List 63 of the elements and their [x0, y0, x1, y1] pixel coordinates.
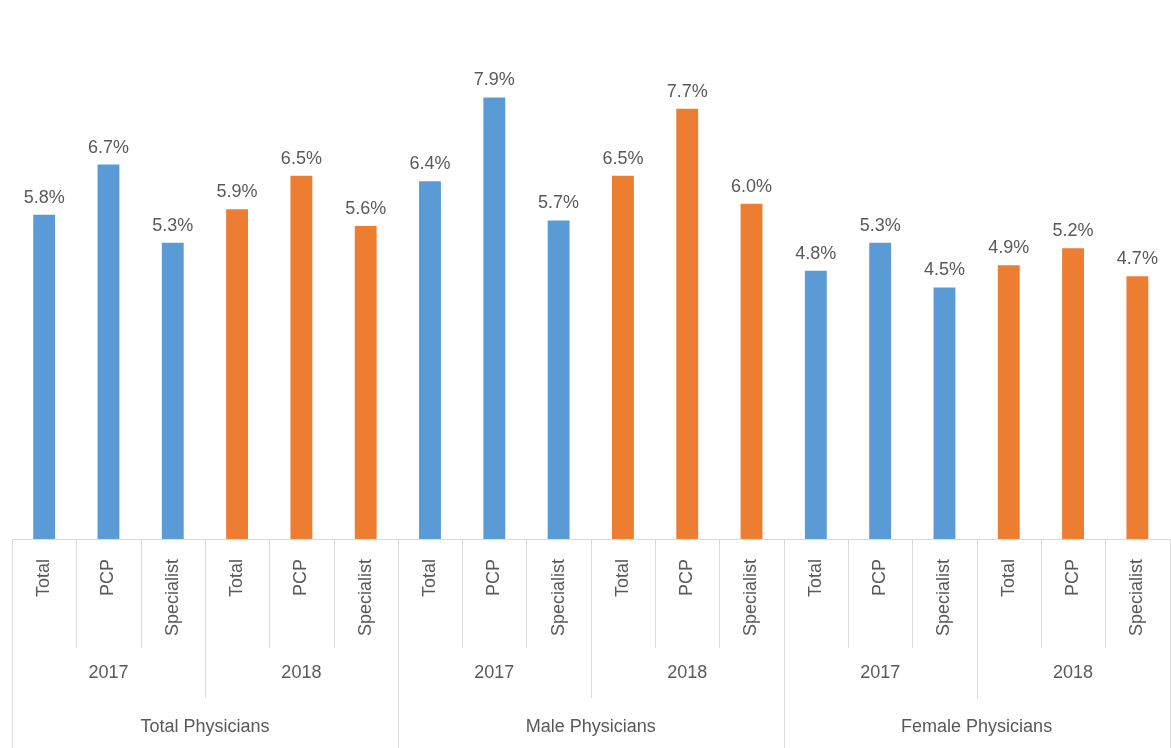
x-tick-label: Specialist: [740, 558, 761, 637]
bar: [419, 181, 441, 539]
data-label: 7.9%: [473, 69, 515, 90]
bar: [547, 220, 570, 539]
x-tick-label: Specialist: [547, 558, 568, 637]
x-tick-label: Specialist: [1126, 558, 1147, 637]
data-label: 5.3%: [859, 214, 901, 235]
data-label: 7.7%: [666, 80, 708, 101]
data-label: 4.5%: [923, 259, 965, 280]
data-label: 4.9%: [988, 237, 1030, 258]
x-tick-label: PCP: [97, 558, 118, 596]
bar: [611, 175, 634, 539]
bar: [483, 97, 506, 539]
x-tick-label: Total: [418, 558, 439, 597]
data-label: 5.7%: [538, 192, 580, 213]
data-label: 6.0%: [731, 175, 773, 196]
x-tick-label: PCP: [869, 558, 890, 596]
bar: [869, 242, 892, 539]
bar: [676, 108, 699, 539]
x-tick-label: Total: [611, 558, 632, 597]
data-label: 6.5%: [280, 147, 322, 168]
text: Female Physicians: [901, 715, 1053, 736]
x-tick-label: Total: [33, 558, 54, 597]
x-tick-label: Total: [997, 558, 1018, 597]
data-label: 6.5%: [602, 147, 644, 168]
text: 2018: [1053, 661, 1094, 682]
text: Male Physicians: [525, 715, 656, 736]
bar: [290, 175, 313, 539]
bar: [1062, 248, 1084, 539]
x-tick-label: Total: [804, 558, 825, 597]
bar: [997, 265, 1020, 539]
x-tick-label: Total: [226, 558, 247, 597]
x-tick-label: PCP: [676, 558, 697, 596]
x-tick-label: Specialist: [933, 558, 954, 637]
bar: [97, 164, 120, 539]
bar: [33, 214, 56, 539]
data-label: 6.4%: [409, 153, 451, 174]
x-tick-label: PCP: [1062, 558, 1083, 596]
bar: [933, 287, 956, 539]
data-label: 6.7%: [87, 136, 129, 157]
text: 2017: [474, 661, 515, 682]
text: 2017: [860, 661, 901, 682]
text: 2018: [281, 661, 322, 682]
bar: [1126, 276, 1149, 539]
text: Total Physicians: [140, 715, 270, 736]
x-tick-label: Specialist: [161, 558, 182, 637]
data-label: 5.6%: [345, 197, 387, 218]
x-tick-label: PCP: [290, 558, 311, 596]
text: 2018: [667, 661, 708, 682]
data-label: 5.8%: [23, 186, 65, 207]
text: 2017: [88, 661, 129, 682]
data-label: 4.7%: [1116, 248, 1158, 269]
data-label: 5.2%: [1052, 220, 1094, 241]
bar: [226, 209, 249, 539]
bar: [161, 242, 184, 539]
data-label: 4.8%: [795, 242, 837, 263]
bar: [740, 203, 763, 539]
x-tick-label: Specialist: [354, 558, 375, 637]
bar: [804, 270, 827, 539]
data-label: 5.3%: [152, 214, 194, 235]
data-label: 5.9%: [216, 181, 258, 202]
x-tick-label: PCP: [483, 558, 504, 596]
bar: [354, 226, 377, 539]
